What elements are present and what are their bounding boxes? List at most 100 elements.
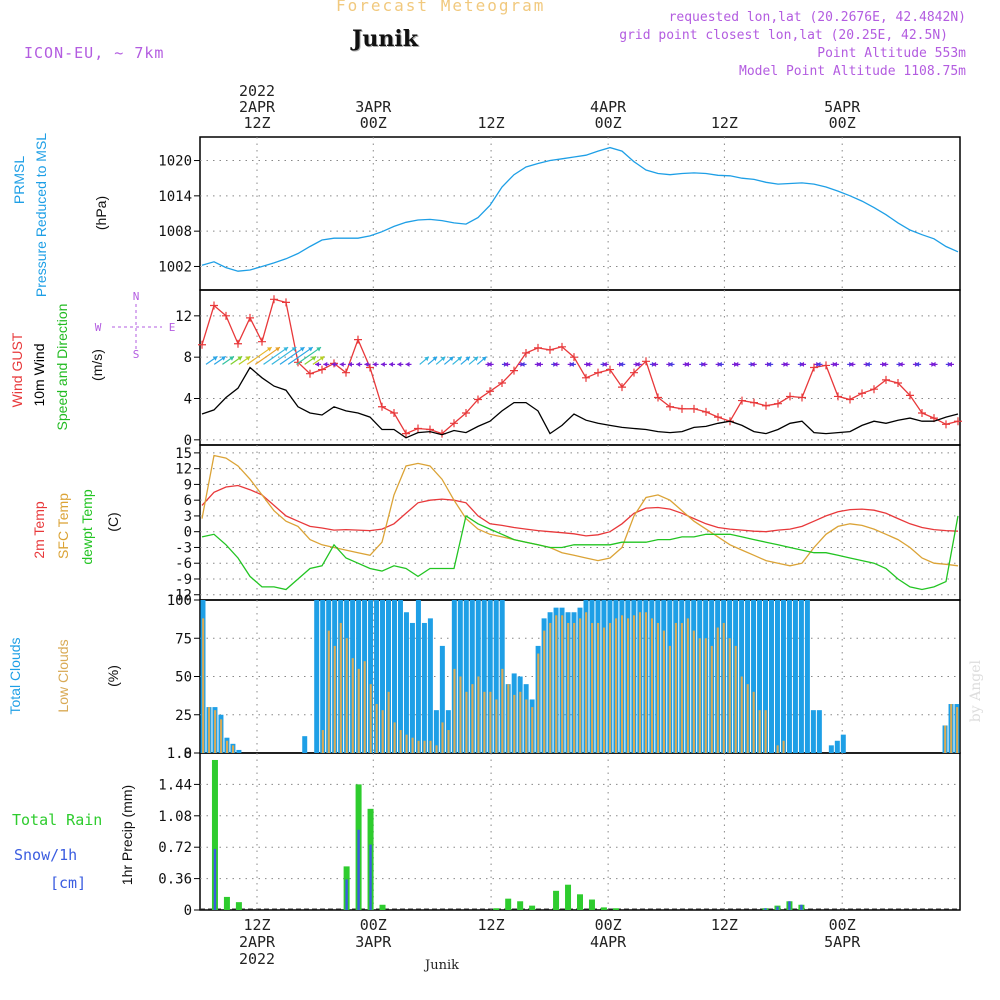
wind-gust-point — [378, 402, 386, 411]
bottom-time-label: 00Z — [360, 916, 387, 934]
wind-arrow-head — [948, 361, 952, 367]
low-cloud-bar — [543, 630, 546, 753]
wind-gust-point — [522, 349, 530, 358]
pressure-line — [201, 146, 959, 272]
total-cloud-bar — [840, 734, 846, 753]
wind-gust-point — [834, 392, 842, 401]
top-time-label: 12Z — [243, 114, 270, 132]
wind-arrow-head — [212, 356, 218, 361]
low-cloud-bar — [381, 710, 384, 753]
total-cloud-bar — [433, 710, 439, 753]
panel-frame — [199, 752, 961, 911]
chart-title: Forecast Meteogram — [336, 0, 546, 15]
snow-bar — [788, 901, 791, 910]
bottom-time-label: 5APR — [824, 933, 861, 951]
total-cloud-bar — [415, 600, 421, 753]
low-cloud-bar — [495, 699, 498, 753]
compass-w: W — [95, 321, 102, 334]
top-time-label: 3APR — [355, 98, 392, 116]
wind-gust-point — [858, 389, 866, 398]
wind-gust-point — [450, 419, 458, 428]
dewpt-label: dewpt Temp — [79, 489, 95, 564]
low-cloud-bar — [632, 615, 636, 753]
wind-gust-point — [666, 402, 674, 411]
y-tick-label: 1.08 — [158, 809, 192, 825]
wind-gust-point — [570, 353, 578, 362]
y-tick-label: 15 — [175, 446, 192, 462]
low-cloud-bar — [321, 730, 324, 753]
low-cloud-bar — [746, 684, 749, 753]
y-tick-label: 6 — [184, 493, 192, 509]
total-cloud-bar — [320, 600, 326, 753]
wind-gust-point — [738, 396, 746, 405]
panel-frame — [199, 444, 961, 601]
wind-gust-line — [201, 298, 959, 435]
low-cloud-bar — [716, 627, 719, 753]
wind-gust-point — [270, 295, 278, 304]
low-cloud-bar — [399, 730, 402, 753]
gust-label: Wind GUST — [9, 332, 25, 407]
wind-gust-point — [246, 313, 254, 322]
low-cloud-bar — [704, 638, 707, 753]
wind-arrow-head — [220, 356, 226, 361]
wind-gust-point — [474, 395, 482, 404]
footer-location: Junik — [425, 958, 459, 973]
wind-gust-point — [786, 392, 794, 401]
low-cloud-bar — [417, 740, 420, 753]
temp-dewpt-series — [201, 514, 959, 591]
wind-arrow-head — [331, 361, 336, 367]
low-cloud-bar — [728, 638, 731, 753]
rain-bar — [588, 899, 595, 910]
wind-arrows — [205, 346, 954, 367]
point-altitude: Point Altitude 553m — [817, 46, 966, 61]
wind-gust-point — [942, 420, 950, 429]
low-cloud-bar — [734, 645, 737, 753]
total-cloud-bar — [236, 749, 242, 753]
wind-arrow-head — [448, 356, 454, 362]
rain-bar — [577, 894, 583, 910]
low-cloud-bar — [483, 691, 486, 753]
rain-bar — [493, 908, 500, 910]
wind-arrow-head — [319, 356, 325, 361]
snow-bar — [800, 904, 803, 910]
wind-gust-point — [390, 408, 398, 417]
low-cloud-bar — [447, 730, 450, 753]
wind-gust-point — [954, 417, 962, 426]
low-cloud-bar — [387, 691, 390, 753]
wind-arrow-head — [372, 361, 377, 367]
wind-gust-point — [210, 301, 218, 310]
low-cloud-bar — [615, 618, 618, 753]
low-cloud-bar — [202, 618, 205, 753]
total-cloud-bar — [469, 600, 475, 753]
precip-label: 1hr Precip (mm) — [119, 785, 135, 885]
total-cloud-bar — [421, 622, 427, 753]
bottom-time-label: 2APR — [239, 933, 276, 951]
compass-s: S — [133, 348, 140, 361]
wind-gust-point — [822, 361, 830, 370]
low-cloud-bar — [776, 745, 779, 753]
low-cloud-bar — [764, 710, 767, 753]
wind-arrow-head — [652, 361, 657, 367]
snow-bar — [369, 844, 372, 910]
wind-gust-point — [678, 404, 686, 413]
rain-bar — [505, 898, 512, 910]
wind-arrow-head — [339, 361, 344, 367]
pressure-unit: (hPa) — [93, 196, 109, 230]
wind-gust-point — [462, 408, 470, 417]
rain-bar — [600, 907, 607, 910]
wind-arrow-head — [553, 361, 558, 367]
low-cloud-bar — [351, 658, 354, 753]
pressure-label-2: Pressure Reduced to MSL — [33, 133, 49, 297]
wind-arrow-head — [537, 361, 542, 367]
total-cloud-bar — [409, 622, 415, 753]
wind-gust-point — [414, 424, 422, 433]
low-cloud-bar — [477, 676, 480, 753]
wind-gust-point — [810, 363, 818, 372]
low-cloud-bar — [758, 710, 761, 753]
wind-gust-series — [198, 295, 962, 438]
total-cloud-bar — [774, 600, 780, 753]
wind-gust-point — [318, 365, 326, 374]
low-cloud-bar — [710, 645, 713, 753]
low-cloud-bar — [555, 615, 558, 753]
bottom-time-label: 2022 — [239, 950, 275, 968]
